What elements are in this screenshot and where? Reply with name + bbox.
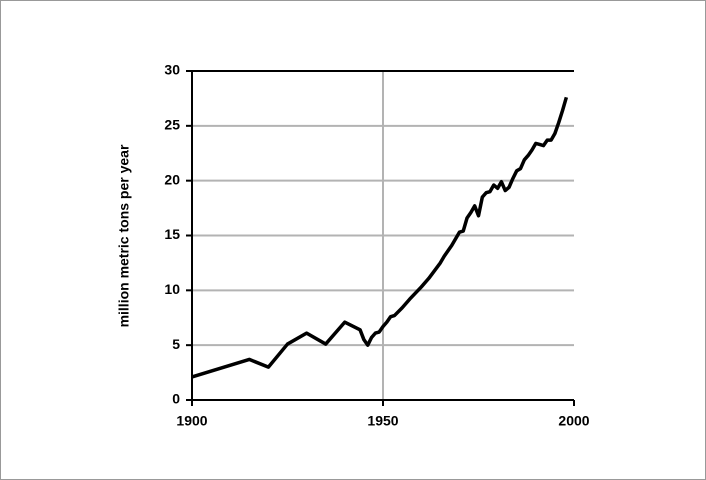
y-axis-label: million metric tons per year [116, 144, 132, 327]
x-tick-label: 1950 [367, 413, 398, 429]
x-tick-label: 1900 [176, 413, 207, 429]
y-tick-label: 20 [164, 171, 180, 187]
y-tick-label: 15 [164, 226, 180, 242]
x-tick-label: 2000 [558, 413, 589, 429]
y-tick-label: 25 [164, 117, 180, 133]
y-tick-label: 30 [164, 62, 180, 78]
y-tick-label: 5 [172, 336, 180, 352]
y-tick-label: 10 [164, 281, 180, 297]
data-line [191, 96, 569, 379]
y-tick-label: 0 [172, 391, 180, 407]
